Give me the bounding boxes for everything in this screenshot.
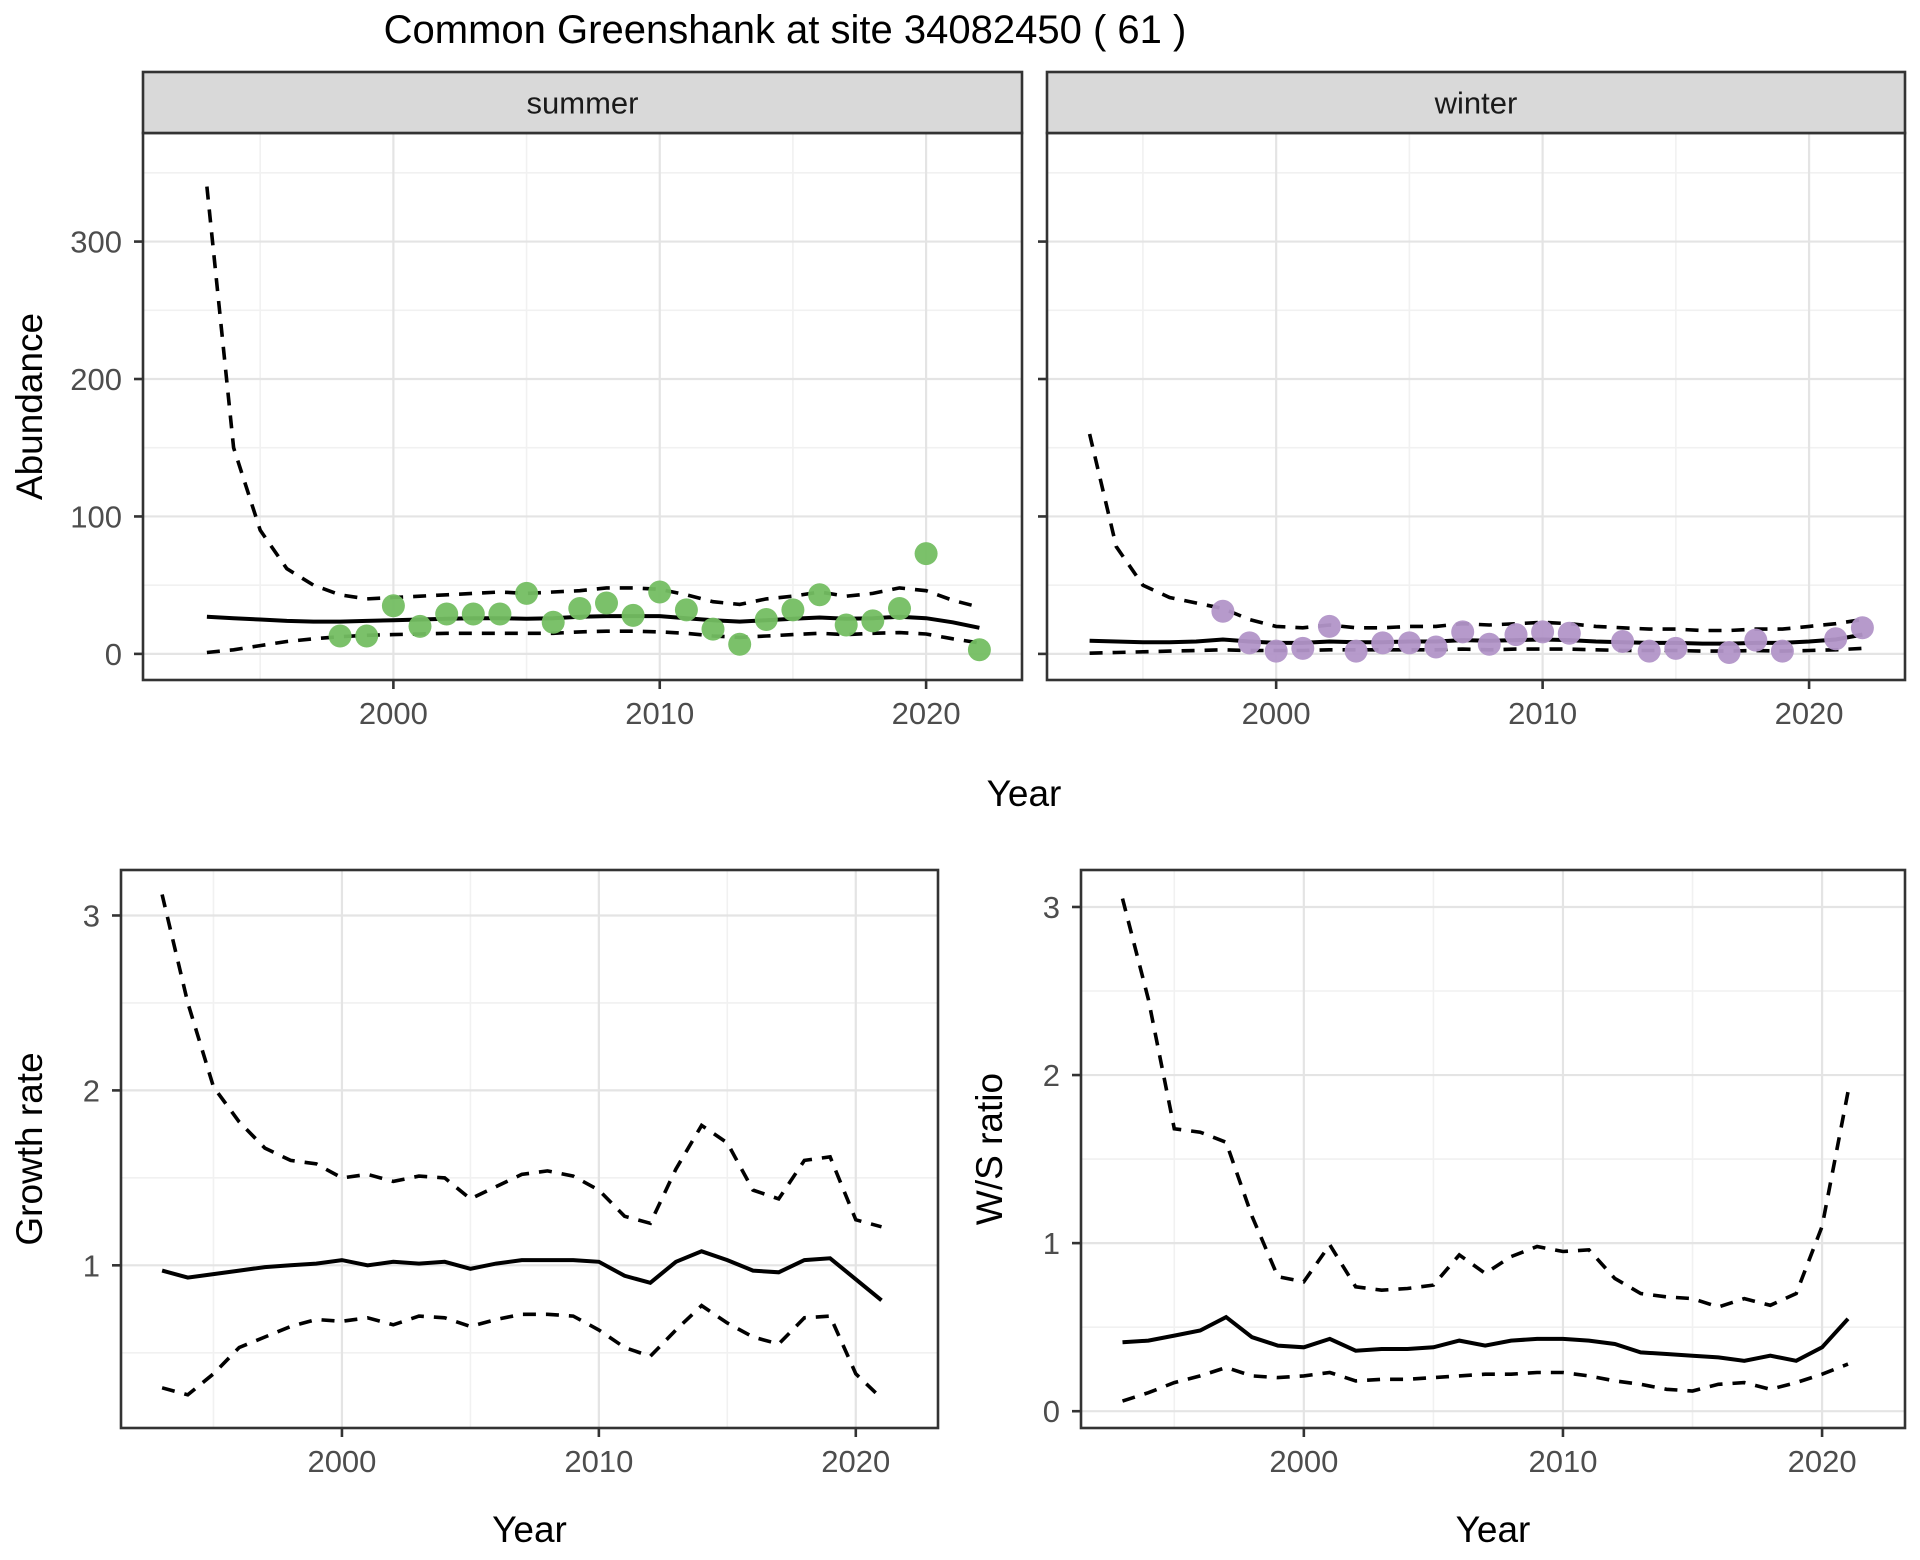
- x-axis-label-year-growth: Year: [492, 1509, 567, 1550]
- data-point: [914, 542, 938, 566]
- y-tick-label: 0: [1043, 1394, 1060, 1429]
- facet-strip: [141, 70, 1024, 135]
- data-point: [621, 603, 645, 627]
- data-point: [1451, 620, 1475, 644]
- upper-ci-line: [160, 894, 882, 1229]
- x-tick-label: 2000: [1269, 1444, 1338, 1479]
- x-tick-label: 2000: [307, 1444, 376, 1479]
- data-point: [808, 583, 832, 607]
- y-tick-label: 1: [1043, 1226, 1060, 1261]
- x-axis-label-year-ws: Year: [1456, 1509, 1531, 1550]
- x-tick-label: 2020: [821, 1444, 890, 1479]
- data-point: [1317, 614, 1341, 638]
- data-point: [1637, 639, 1661, 663]
- upper-ci-line: [205, 186, 980, 609]
- data-point: [888, 597, 911, 620]
- data-point: [595, 591, 618, 615]
- data-point: [701, 617, 725, 641]
- y-tick-label: 2: [83, 1073, 100, 1108]
- data-point: [1291, 636, 1315, 660]
- panel-abundance-summer: summer 2000 2010 2020 0 100 200 300: [70, 70, 1024, 731]
- y-tick-label: 1: [83, 1248, 100, 1283]
- x-tick-label: 2010: [564, 1444, 633, 1479]
- x-tick-label: 2010: [1508, 696, 1577, 731]
- data-point: [1264, 639, 1288, 663]
- data-point: [1744, 628, 1768, 652]
- data-point: [461, 602, 485, 626]
- y-tick-label: 2: [1043, 1058, 1060, 1093]
- data-point: [1424, 635, 1448, 659]
- x-tick-label: 2020: [892, 696, 961, 731]
- panel-border: [119, 868, 940, 1430]
- lower-ci-line: [1121, 1362, 1849, 1403]
- data-point: [541, 610, 565, 634]
- facet-strip-label: winter: [1434, 86, 1518, 121]
- panel-background: [1081, 870, 1905, 1428]
- data-point: [328, 624, 352, 648]
- x-tick-label: 2010: [625, 696, 694, 731]
- y-tick-label: 3: [1043, 890, 1060, 925]
- data-point: [648, 580, 672, 604]
- data-point: [967, 638, 991, 662]
- panel-background: [1047, 133, 1905, 680]
- y-tick-label: 3: [83, 898, 100, 933]
- data-point: [1611, 630, 1635, 653]
- x-tick-label: 2000: [359, 696, 428, 731]
- data-point: [568, 597, 592, 620]
- panel-abundance-winter: winter 2000 2010 2020: [1038, 70, 1907, 731]
- panel-ws-ratio: 2000 2010 2020 0 1 2 3: [1043, 868, 1907, 1479]
- y-axis-label-abundance: Abundance: [9, 313, 50, 500]
- y-axis-label-growth-rate: Growth rate: [9, 1052, 50, 1245]
- mean-fit-line: [161, 1249, 883, 1302]
- data-point: [1371, 631, 1395, 655]
- y-tick-label: 300: [70, 225, 122, 260]
- panel-background: [121, 870, 938, 1428]
- panel-growth-rate: 2000 2010 2020 1 2 3: [83, 868, 940, 1479]
- data-point: [1211, 599, 1235, 623]
- data-point: [754, 608, 778, 631]
- data-point: [1824, 627, 1848, 651]
- data-point: [1664, 636, 1688, 660]
- y-tick-label: 200: [70, 362, 122, 397]
- lower-ci-line: [161, 1303, 883, 1400]
- data-point: [381, 594, 405, 618]
- upper-ci-line: [1120, 898, 1850, 1309]
- panel-border: [1079, 868, 1907, 1430]
- facet-strip-label: summer: [527, 86, 639, 121]
- y-axis-label-ws-ratio: W/S ratio: [969, 1073, 1010, 1225]
- data-point: [861, 609, 885, 633]
- chart-title: Common Greenshank at site 34082450 ( 61 …: [383, 8, 1187, 52]
- data-point: [355, 624, 379, 648]
- data-point: [1397, 631, 1421, 655]
- data-point: [1850, 616, 1874, 640]
- data-point: [674, 598, 698, 622]
- data-point: [1504, 623, 1528, 647]
- y-tick-label: 100: [70, 499, 122, 534]
- data-point: [781, 598, 805, 622]
- data-point: [488, 602, 512, 626]
- data-point: [1531, 620, 1555, 644]
- y-tick-label: 0: [105, 637, 122, 672]
- data-point: [435, 602, 459, 626]
- mean-fit-line: [1122, 1314, 1850, 1363]
- data-point: [1344, 639, 1368, 663]
- data-point: [1557, 621, 1581, 645]
- data-point: [515, 581, 539, 605]
- data-point: [1770, 639, 1794, 663]
- x-axis-label-year-top: Year: [987, 773, 1062, 814]
- x-tick-label: 2000: [1242, 696, 1311, 731]
- x-tick-label: 2010: [1528, 1444, 1597, 1479]
- x-tick-label: 2020: [1788, 1444, 1857, 1479]
- data-point: [408, 614, 432, 638]
- data-point: [1717, 641, 1741, 664]
- data-point: [1238, 631, 1261, 655]
- data-point: [1477, 632, 1501, 656]
- facet-strip: [1045, 70, 1907, 135]
- x-tick-label: 2020: [1775, 696, 1844, 731]
- data-point: [728, 632, 752, 656]
- data-point: [834, 613, 858, 637]
